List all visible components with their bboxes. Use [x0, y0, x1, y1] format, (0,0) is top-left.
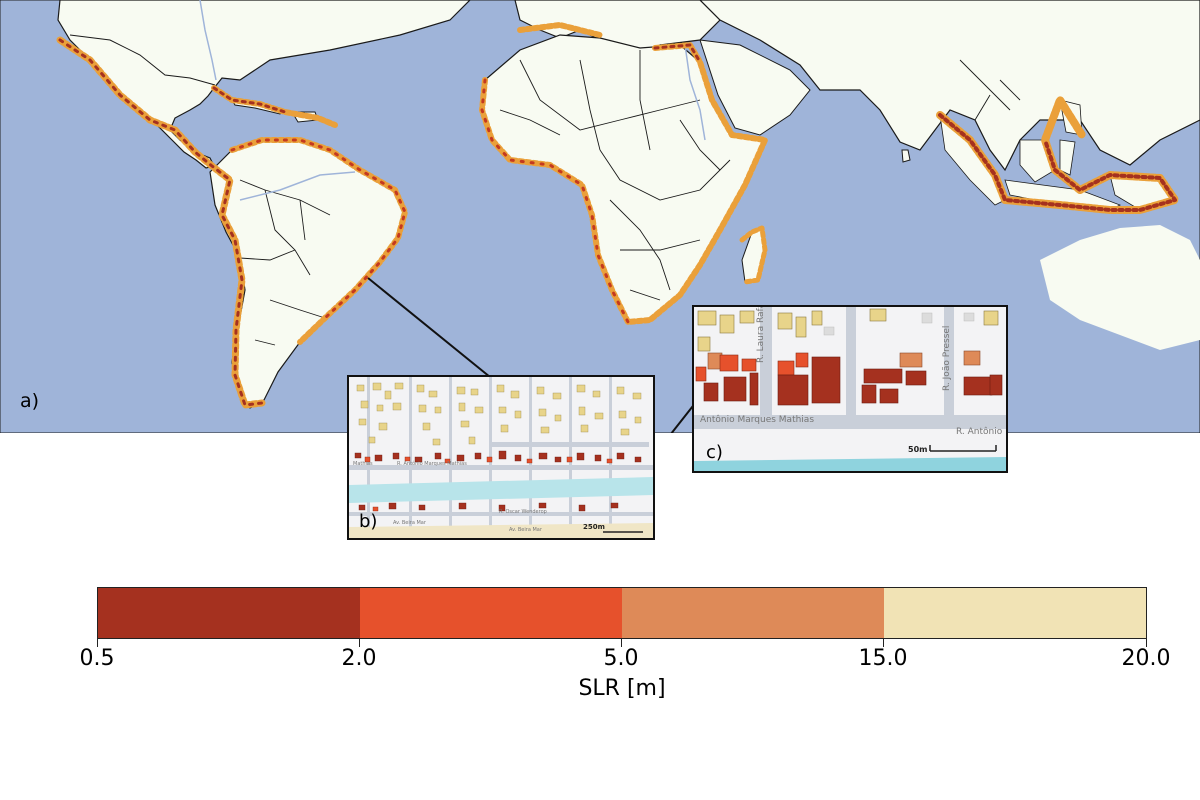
inset-c-buildings-mid — [707, 350, 981, 370]
inset-c-scalebar-label: 50m — [908, 445, 928, 454]
colorbar-tick-label-5: 20.0 — [1121, 646, 1171, 671]
inset-c-street-3: Antônio Marques Mathias — [700, 415, 815, 425]
colorbar-bin-1 — [98, 588, 360, 638]
colorbar-tick-2 — [359, 639, 360, 647]
inset-b-scalebar-label: 250m — [583, 523, 605, 531]
inset-b-street-4: Av. Beira Mar — [509, 527, 542, 533]
colorbar-tick-1 — [97, 639, 98, 647]
inset-c-buildings-elevated — [695, 352, 809, 382]
river-mississippi — [199, 0, 217, 81]
colorbar-tick-label-1: 0.5 — [79, 646, 115, 671]
inset-b-street-1: R. Antônio Marques Mathias — [397, 461, 467, 467]
inset-c-buildings-high — [697, 308, 999, 352]
inset-c-buildings-low — [703, 356, 1003, 406]
inset-c-sea — [694, 457, 1006, 471]
asia-borders — [959, 59, 1021, 121]
inset-c-street-map: R. Laura Rafanelli R. João Pressel Antôn… — [692, 305, 1008, 473]
land-asia — [699, 0, 1200, 172]
colorbar-tick-4 — [883, 639, 884, 647]
colorbar-bin-2 — [360, 588, 622, 638]
colorbar-tick-label-2: 2.0 — [341, 646, 377, 671]
colorbar-tick-label-4: 15.0 — [858, 646, 908, 671]
inset-b-buildings-high — [356, 382, 642, 446]
colorbar-title: SLR [m] — [578, 676, 666, 701]
panel-label-c: c) — [706, 442, 723, 463]
inset-c-roads — [694, 307, 1006, 429]
inset-b-street-3: Av. Beira Mar — [393, 520, 426, 526]
colorbar-bin-3 — [622, 588, 884, 638]
river-amazon — [239, 171, 356, 201]
inset-b-svg — [349, 377, 653, 538]
colorbar-bin-4 — [884, 588, 1146, 638]
inset-b-street-map: R. Antônio Marques Mathias R. Oscar Wend… — [347, 375, 655, 540]
panel-label-a: a) — [20, 390, 40, 412]
inset-b-street-5: Mathias — [353, 461, 373, 467]
land-sri-lanka — [901, 149, 911, 163]
inset-b-street-2: R. Oscar Wenderop — [499, 509, 547, 515]
colorbar-tick-label-3: 5.0 — [603, 646, 639, 671]
world-map-svg — [0, 0, 1200, 433]
inset-b-buildings-low — [354, 450, 642, 512]
border-us-mexico — [69, 34, 216, 86]
inset-b-beach — [349, 523, 653, 538]
connector-line-b — [367, 277, 491, 378]
inset-c-street-4: R. Antônio — [956, 427, 1003, 437]
land-australia — [1040, 225, 1200, 350]
world-map: a) — [0, 0, 1200, 433]
inset-b-buildings-mid — [364, 456, 613, 512]
inset-c-svg — [694, 307, 1006, 471]
inset-c-street-1: R. Laura Rafanelli — [756, 305, 766, 363]
inset-c-street-2: R. João Pressel — [942, 325, 952, 391]
inset-b-canal — [349, 477, 653, 503]
river-nile — [684, 44, 706, 141]
land-arabia — [699, 39, 811, 136]
slr-coastal-exposure — [56, 22, 1179, 409]
south-america-borders — [239, 179, 331, 346]
land-southeast-asia-islands — [939, 99, 1176, 211]
africa-borders — [499, 50, 731, 301]
panel-label-b: b) — [359, 511, 378, 532]
colorbar — [97, 587, 1147, 639]
colorbar-tick-5 — [1146, 639, 1147, 647]
colorbar-tick-3 — [621, 639, 622, 647]
inset-c-buildings-gray — [823, 312, 975, 336]
